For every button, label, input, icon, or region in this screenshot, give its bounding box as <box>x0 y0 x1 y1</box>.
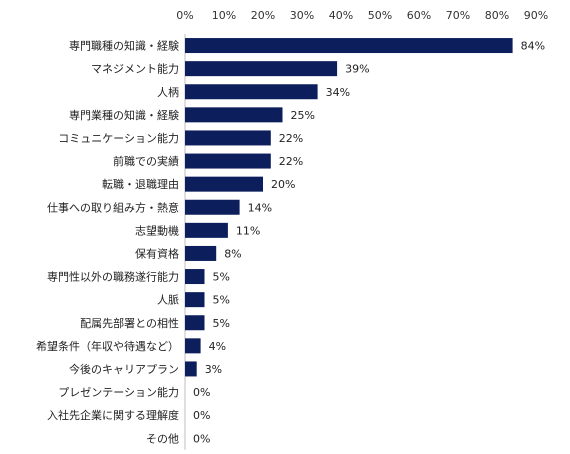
bar <box>185 222 228 238</box>
category-label: 希望条件（年収や待遇など） <box>36 339 179 353</box>
category-label: 入社先企業に関する理解度 <box>47 408 179 422</box>
bar-value-label: 22% <box>279 155 303 168</box>
category-label: 仕事への取り組み方・熱意 <box>47 200 179 214</box>
bar <box>185 361 197 377</box>
bar-value-label: 5% <box>213 294 230 307</box>
category-label: 専門職種の知識・経験 <box>69 39 179 53</box>
bar-value-label: 0% <box>193 386 210 399</box>
x-tick-label: 0% <box>176 9 193 22</box>
bar-value-label: 20% <box>271 178 295 191</box>
bar-value-label: 8% <box>224 247 241 260</box>
bar-value-label: 5% <box>213 271 230 284</box>
x-tick-label: 70% <box>446 9 470 22</box>
category-label: プレゼンテーション能力 <box>58 385 179 399</box>
x-tick-label: 90% <box>524 9 548 22</box>
category-label: 人柄 <box>157 86 179 99</box>
category-label: 今後のキャリアプラン <box>69 362 179 376</box>
category-label: マネジメント能力 <box>91 62 179 76</box>
bar-value-label: 4% <box>209 340 226 353</box>
bar <box>185 199 240 215</box>
bar-value-label: 11% <box>236 224 260 237</box>
bar <box>185 61 338 77</box>
category-label: 人脈 <box>157 293 179 307</box>
category-label: 専門性以外の職務遂行能力 <box>47 270 179 284</box>
x-tick-label: 40% <box>329 9 353 22</box>
bar-value-label: 84% <box>521 40 545 53</box>
bar-value-label: 5% <box>213 317 230 330</box>
x-tick-label: 60% <box>407 9 431 22</box>
bars <box>185 38 513 377</box>
category-label: コミュニケーション能力 <box>58 131 179 145</box>
bar-value-label: 0% <box>193 432 210 445</box>
bar-value-label: 34% <box>326 86 350 99</box>
x-tick-label: 20% <box>251 9 275 22</box>
bar-value-label: 39% <box>345 63 369 76</box>
bar <box>185 269 205 285</box>
bar-value-label: 14% <box>248 201 272 214</box>
bar <box>185 107 283 123</box>
bar <box>185 176 263 192</box>
x-tick-label: 10% <box>212 9 236 22</box>
category-label: 配属先部署との相性 <box>80 316 179 330</box>
category-label: その他 <box>146 432 179 445</box>
bar <box>185 38 513 54</box>
bar <box>185 84 318 100</box>
x-axis-ticks: 0% 10% 20% 30% 40% 50% 60% 70% 80% 90% <box>176 9 548 22</box>
bar-value-label: 3% <box>205 363 222 376</box>
bar-value-label: 22% <box>279 132 303 145</box>
category-label: 保有資格 <box>135 246 179 260</box>
category-label: 専門業種の知識・経験 <box>69 108 179 122</box>
x-tick-label: 50% <box>368 9 392 22</box>
category-label: 前職での実績 <box>113 154 179 168</box>
category-label: 転職・退職理由 <box>102 177 179 191</box>
x-tick-label: 80% <box>485 9 509 22</box>
bar-value-label: 25% <box>291 109 315 122</box>
value-labels: 84% 39% 34% 25% 22% 22% 20% 14% 11% 8% 5% 5% 5% 4% 3% 0… <box>193 40 545 446</box>
bar <box>185 130 271 146</box>
category-label: 志望動機 <box>135 223 179 237</box>
bar <box>185 338 201 354</box>
category-labels: 専門職種の知識・経験マネジメント能力人柄専門業種の知識・経験コミュニケーション能… <box>36 39 179 446</box>
x-tick-label: 30% <box>290 9 314 22</box>
bar <box>185 153 271 169</box>
bar <box>185 292 205 308</box>
bar-value-label: 0% <box>193 409 210 422</box>
bar <box>185 245 217 261</box>
bar <box>185 315 205 331</box>
